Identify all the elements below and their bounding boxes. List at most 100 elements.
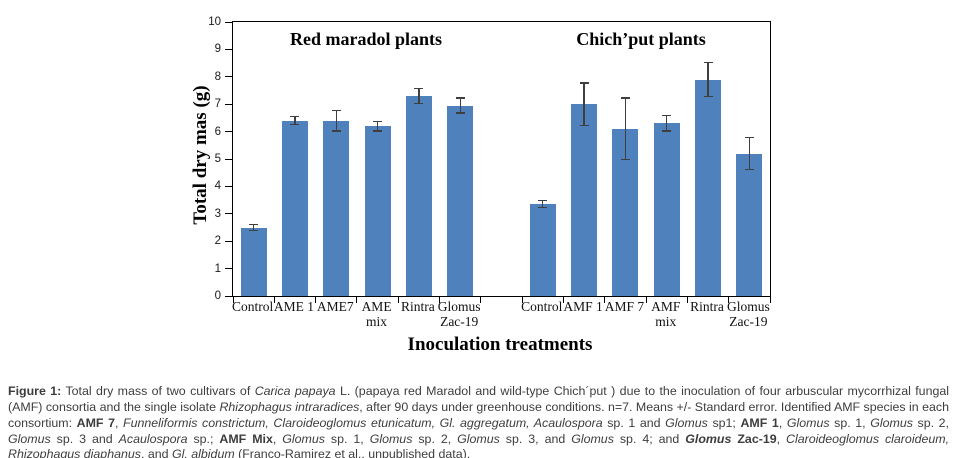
x-tick-label-line: AME [361,299,392,314]
caption-segment: L. (papaya red Maradol and wild-type Chi… [8,384,950,415]
caption-segment: sp. 1 and [602,415,666,430]
x-tick-label-line: AMF 7 [604,299,645,314]
caption-segment: , and [140,447,172,458]
caption-segment: Glomus [369,431,413,446]
y-tick-label: 3 [214,207,221,220]
caption-segment: Glomus [457,431,500,446]
error-bar-cap-top [662,115,672,117]
caption-segment: Claroideoglomus claroideum, [786,431,950,446]
x-tick-label-line: AME 1 [273,299,315,314]
x-tick-mark [356,297,358,303]
error-bar [248,223,260,232]
bar [447,105,474,296]
error-bar-cap-bottom [703,96,713,98]
y-tick-label: 5 [214,153,221,165]
caption-segment: Gl. albidum [171,447,235,458]
caption-segment: sp. 1, [829,415,871,430]
caption-segment: , [776,431,787,446]
y-tick-mark [225,295,232,297]
error-bar-line [459,97,461,114]
error-bar [413,87,425,105]
caption-segment: Zac-19 [731,431,777,446]
error-bar-cap-top [620,97,630,99]
error-bar [619,97,631,161]
caption-segment: , [272,431,283,446]
x-tick-label-line: Control [521,299,563,314]
error-bar-cap-bottom [249,229,259,232]
x-tick-label: Control [232,299,273,314]
error-bar-cap-top [455,97,465,99]
y-tick-label: 10 [208,16,221,28]
error-bar-cap-bottom [538,207,548,209]
x-tick-label-line: Zac-19 [729,314,768,329]
x-tick-mark [439,297,441,303]
caption-segment: , [778,415,787,430]
bar [281,120,308,296]
x-tick-mark [315,297,317,303]
error-bar [578,82,590,127]
caption-segment: sp. 1, [324,431,370,446]
x-tick-mark [769,297,771,303]
caption-segment: , [114,415,124,430]
x-tick-label-line: mix [366,314,388,329]
figure-caption: Figure 1: Total dry mass of two cultivar… [8,384,949,458]
y-tick-mark [225,268,232,270]
x-tick-mark [480,297,482,303]
error-bar-line [376,120,379,132]
caption-segment: (Franco-Ramirez et al., unpublished data… [234,447,471,458]
x-tick-label-line: AMF 1 [563,299,603,314]
caption-segment: Glomus [870,415,913,430]
caption-segment: sp1; [707,415,741,430]
caption-segment: Glomus [282,431,325,446]
error-bar-cap-top [373,120,383,122]
caption-segment: AMF Mix [219,431,273,446]
x-tick-mark [686,297,688,303]
plot-area: Red maradol plants Chich’put plants 0 1 2 3… [208,16,771,303]
y-tick-label: 8 [214,70,221,83]
y-tick-label: 7 [214,98,221,111]
x-tick-label-line: Control [232,299,274,314]
y-tick-mark [225,76,232,78]
error-bar-cap-top [579,82,589,84]
bar [529,204,556,296]
caption-segment: Glomus [786,415,830,430]
caption-segment: , after 90 days under greenhouse conditi… [8,400,949,430]
bar [405,95,432,296]
x-tick-label-line: Glomus [437,299,481,314]
x-tick-mark [397,297,399,303]
error-bar [330,109,342,132]
caption-segment: AMF 1 [740,415,779,430]
x-tick-label: Glomus Zac-19 [727,299,770,329]
error-bar-cap-top [290,115,300,118]
x-tick-label-line: Glomus [726,299,770,314]
caption-segment: Glomus [665,415,708,430]
error-bar-cap-bottom [662,130,672,132]
x-tick-label-line: Zac-19 [440,314,479,329]
error-bar-line [707,61,709,98]
x-tick-mark [562,297,564,303]
x-tick-mark [521,297,523,303]
x-tick-mark [645,297,647,303]
error-bar [661,115,673,132]
bar [695,79,722,296]
caption-segment: sp. 4; and [613,431,686,446]
x-tick-mark [604,297,606,303]
y-tick-mark [225,240,232,242]
y-tick-label: 1 [214,262,221,275]
caption-segment: sp. 3, and [499,431,572,446]
y-tick-mark [225,21,232,23]
error-bar-cap-bottom [744,168,754,170]
caption-segment: Total dry mass of two cultivars of [61,384,255,399]
error-bar-line [583,82,585,127]
x-tick-label-line: AME7 [316,299,354,314]
error-bar-line [624,97,627,161]
error-bar-line [748,137,750,170]
x-tick-label: Glomus Zac-19 [438,299,481,329]
error-bar-line [253,223,255,232]
y-tick-mark [225,48,232,50]
caption-segment: AMF 7 [76,415,115,430]
x-tick-label-line: mix [655,314,677,329]
x-tick-label: Rintra [690,299,724,314]
y-tick-label: 4 [214,180,221,193]
group-title-chichput: Chich’put plants [576,29,706,49]
